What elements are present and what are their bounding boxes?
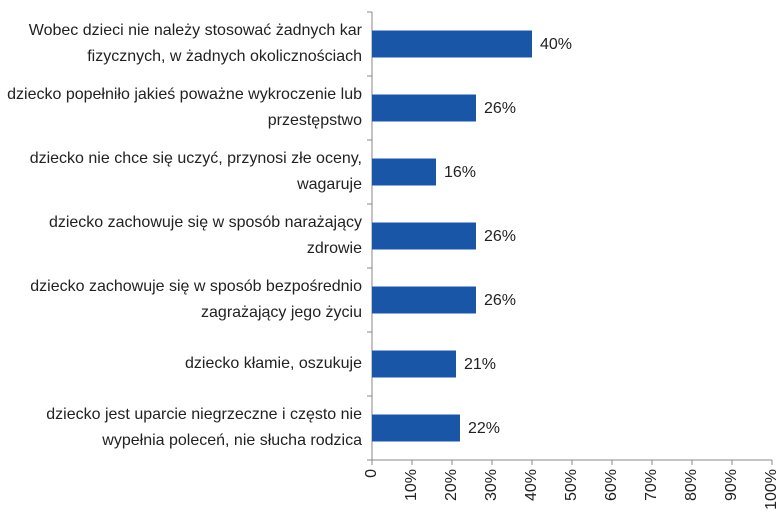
category-label: Wobec dzieci nie należy stosować żadnych…: [28, 22, 362, 65]
value-label: 26%: [484, 100, 516, 117]
x-tick-label: 0: [363, 469, 380, 478]
category-label-box: dziecko zachowuje się w sposób narażając…: [0, 204, 362, 268]
x-tick-label: 50%: [563, 469, 580, 501]
category-label-box: Wobec dzieci nie należy stosować żadnych…: [0, 12, 362, 76]
x-tick-label: 40%: [523, 469, 540, 501]
x-tick-label: 10%: [403, 469, 420, 501]
category-label: dziecko jest uparcie niegrzeczne i częst…: [46, 406, 362, 449]
bar: [372, 286, 476, 314]
category-label: dziecko kłamie, oszukuje: [185, 355, 362, 372]
category-label-box: dziecko zachowuje się w sposób bezpośred…: [0, 268, 362, 332]
category-label-box: dziecko nie chce się uczyć, przynosi złe…: [0, 140, 362, 204]
x-tick-label: 100%: [763, 469, 780, 510]
category-label-box: dziecko jest uparcie niegrzeczne i częst…: [0, 396, 362, 460]
category-label: dziecko zachowuje się w sposób bezpośred…: [30, 278, 362, 321]
bar: [372, 414, 460, 442]
category-label: dziecko nie chce się uczyć, przynosi złe…: [29, 150, 362, 193]
x-tick-label: 60%: [603, 469, 620, 501]
category-label-box: dziecko popełniło jakieś poważne wykrocz…: [0, 76, 362, 140]
category-label: dziecko popełniło jakieś poważne wykrocz…: [7, 86, 362, 129]
value-label: 40%: [540, 36, 572, 53]
category-label: dziecko zachowuje się w sposób narażając…: [48, 214, 362, 257]
value-label: 16%: [444, 164, 476, 181]
bar: [372, 94, 476, 122]
bar: [372, 158, 436, 186]
x-tick-label: 30%: [483, 469, 500, 501]
value-label: 22%: [468, 420, 500, 437]
x-tick-label: 80%: [683, 469, 700, 501]
bar: [372, 350, 456, 378]
x-tick-label: 90%: [723, 469, 740, 501]
x-tick-label: 20%: [443, 469, 460, 501]
value-label: 21%: [464, 356, 496, 373]
x-tick-label: 70%: [643, 469, 660, 501]
value-label: 26%: [484, 292, 516, 309]
bar: [372, 222, 476, 250]
value-label: 26%: [484, 228, 516, 245]
bar: [372, 30, 532, 58]
category-label-box: dziecko kłamie, oszukuje: [0, 332, 362, 396]
